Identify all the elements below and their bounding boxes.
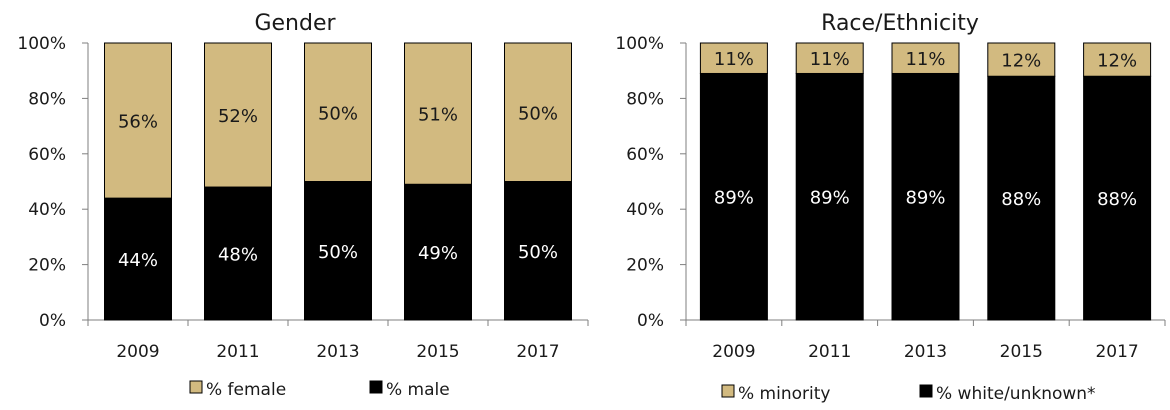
legend-swatch-male <box>369 380 383 394</box>
bar-segment-male <box>104 197 172 321</box>
x-tick-label: 2015 <box>416 342 459 362</box>
bar-segment-minority <box>699 42 768 74</box>
legend-swatch-minority <box>721 384 735 398</box>
data-label: 12% <box>1097 51 1137 72</box>
bar-segment-white <box>1083 75 1152 321</box>
legend-label: % female <box>206 380 286 400</box>
x-tick-label: 2009 <box>712 342 755 362</box>
data-label: 89% <box>714 188 754 209</box>
data-label: 88% <box>1097 189 1137 210</box>
bar-segment-white <box>795 72 864 321</box>
bar-segment-female <box>504 42 572 182</box>
bar-segment-male <box>204 186 272 321</box>
bar-segment-white <box>891 72 960 321</box>
legend-label: % minority <box>738 384 830 404</box>
legend-label: % male <box>386 380 450 400</box>
bar-segment-minority <box>795 42 864 74</box>
y-tick-label: 0% <box>637 311 664 331</box>
bar-segment-female <box>304 42 372 182</box>
x-tick-label: 2015 <box>1000 342 1043 362</box>
bar-segment-male <box>304 181 372 321</box>
chart-title: Race/Ethnicity <box>821 11 979 36</box>
y-tick-label: 60% <box>626 145 664 165</box>
y-tick-label: 20% <box>28 256 66 276</box>
data-label: 50% <box>318 103 358 124</box>
x-tick-label: 2013 <box>316 342 359 362</box>
x-tick-label: 2017 <box>1095 342 1138 362</box>
y-tick-label: 40% <box>28 200 66 220</box>
bar-segment-minority <box>891 42 960 74</box>
y-tick-label: 0% <box>39 311 66 331</box>
legend-swatch-white <box>919 384 933 398</box>
data-label: 50% <box>518 103 558 124</box>
data-label: 11% <box>810 49 850 70</box>
data-label: 50% <box>318 242 358 263</box>
bar-segment-minority <box>1083 42 1152 77</box>
chart-title: Gender <box>254 11 336 36</box>
bar-segment-female <box>204 42 272 188</box>
data-label: 89% <box>905 188 945 209</box>
y-tick-label: 60% <box>28 145 66 165</box>
y-tick-label: 20% <box>626 256 664 276</box>
y-tick-label: 40% <box>626 200 664 220</box>
x-tick-label: 2009 <box>116 342 159 362</box>
x-tick-label: 2017 <box>516 342 559 362</box>
bar-segment-male <box>404 183 472 321</box>
data-label: 48% <box>218 245 258 266</box>
y-tick-label: 100% <box>615 34 664 54</box>
legend-label: % white/unknown* <box>936 384 1096 404</box>
data-label: 52% <box>218 106 258 127</box>
x-tick-label: 2013 <box>904 342 947 362</box>
x-tick-label: 2011 <box>216 342 259 362</box>
x-tick-label: 2011 <box>808 342 851 362</box>
data-label: 88% <box>1001 189 1041 210</box>
bar-segment-minority <box>987 42 1056 77</box>
data-label: 50% <box>518 242 558 263</box>
data-label: 11% <box>714 49 754 70</box>
data-label: 12% <box>1001 51 1041 72</box>
bar-segment-white <box>987 75 1056 321</box>
data-label: 89% <box>810 188 850 209</box>
y-tick-label: 80% <box>28 89 66 109</box>
data-label: 44% <box>118 250 158 271</box>
data-label: 11% <box>905 49 945 70</box>
bar-segment-female <box>404 42 472 185</box>
bar-segment-female <box>104 42 172 199</box>
y-tick-label: 80% <box>626 89 664 109</box>
data-label: 51% <box>418 105 458 126</box>
data-label: 49% <box>418 243 458 264</box>
bar-segment-white <box>699 72 768 321</box>
bar-segment-male <box>504 181 572 321</box>
data-label: 56% <box>118 112 158 133</box>
y-tick-label: 100% <box>17 34 66 54</box>
legend-swatch-female <box>189 380 203 394</box>
